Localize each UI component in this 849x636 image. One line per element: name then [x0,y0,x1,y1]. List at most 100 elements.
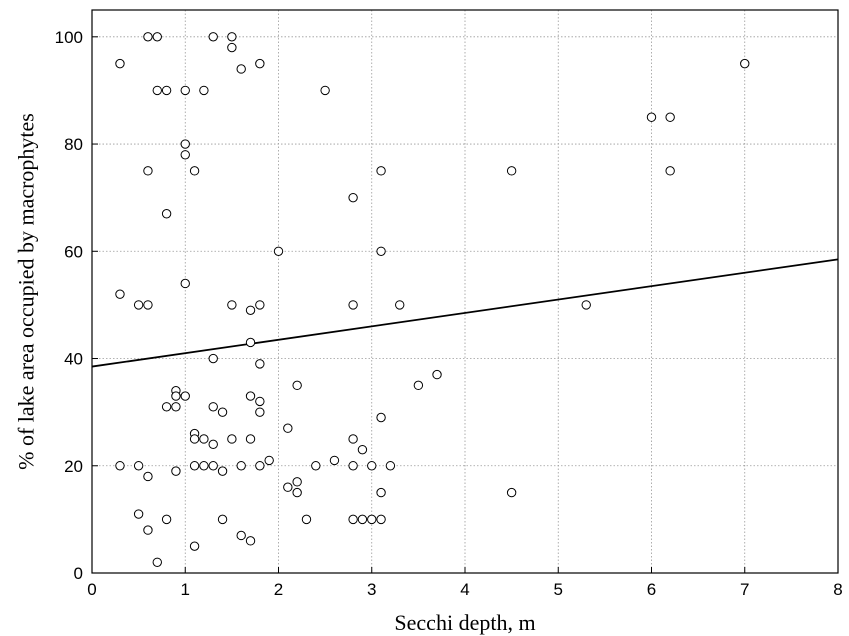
data-point [245,434,256,444]
data-point [376,412,386,423]
y-tick-label: 40 [64,350,83,369]
x-tick-label: 8 [833,580,842,599]
y-tick-label: 60 [64,242,83,261]
data-point [245,391,256,401]
data-point [115,289,125,299]
data-point [432,369,442,380]
data-point [506,166,517,176]
data-point [646,112,657,122]
data-point [245,536,256,546]
data-point [255,396,265,407]
y-axis-title: % of lake area occupied by macrophytes [14,113,39,470]
data-point [208,439,218,450]
x-tick-label: 5 [554,580,563,599]
data-point [189,461,200,471]
data-point [115,461,125,471]
data-point [236,64,246,74]
data-point [264,455,274,466]
data-point [133,300,144,310]
data-point [665,112,675,122]
data-point [227,434,237,444]
data-point [329,455,340,466]
data-point [367,461,377,471]
y-tick-label: 80 [64,135,83,154]
data-point [227,42,237,53]
regression-line [91,258,839,368]
data-point [189,166,200,176]
data-points [115,32,750,567]
data-point [161,402,172,412]
data-point [506,487,517,498]
data-point [376,166,386,176]
data-point [152,557,162,567]
data-point [376,246,386,256]
data-point [376,487,386,498]
data-point [180,391,190,401]
data-point [161,85,172,96]
data-point [283,482,293,492]
data-point [133,461,144,471]
fit-line-group [91,258,839,368]
data-point [208,461,218,471]
data-point [292,487,302,498]
data-point [161,514,172,525]
data-point [133,509,144,519]
data-point [199,461,209,471]
data-point [152,85,162,96]
data-point [665,166,675,176]
data-point [348,192,358,203]
x-tick-label: 3 [367,580,376,599]
x-axis-title: Secchi depth, m [394,610,535,635]
data-point [217,466,228,476]
y-tick-label: 100 [55,28,83,47]
data-point [236,461,246,471]
x-tick-label: 2 [274,580,283,599]
data-point [255,58,265,69]
data-point [227,32,237,42]
x-tick-label: 4 [460,580,469,599]
data-point [171,466,181,476]
data-point [395,300,405,310]
data-point [245,337,256,348]
data-point [348,461,358,471]
y-tick-label: 0 [74,564,83,583]
data-point [236,530,246,541]
data-point [311,461,321,471]
data-point [245,305,256,315]
data-point [283,423,293,433]
data-point [171,391,181,401]
data-point [357,514,368,525]
data-point [161,209,172,219]
data-point [301,514,312,525]
data-point [376,514,386,525]
data-point [217,514,228,525]
data-point [189,541,200,551]
data-point [180,85,190,96]
data-point [217,407,228,417]
data-point [292,380,302,391]
data-point [143,32,153,42]
data-point [273,246,284,256]
data-point [180,278,190,289]
data-point [581,300,591,310]
data-point [367,514,377,525]
data-point [348,514,358,525]
data-point [189,434,200,444]
data-point [357,444,368,455]
data-point [348,434,358,444]
data-point [348,300,358,310]
data-point [320,85,330,96]
x-tick-label: 0 [87,580,96,599]
data-point [255,300,265,310]
x-tick-label: 7 [740,580,749,599]
data-point [227,300,237,310]
data-point [180,150,190,160]
data-point [171,402,181,412]
data-point [255,359,265,369]
data-point [115,58,125,69]
data-point [199,85,209,96]
data-point [143,471,153,482]
data-point [152,32,162,42]
